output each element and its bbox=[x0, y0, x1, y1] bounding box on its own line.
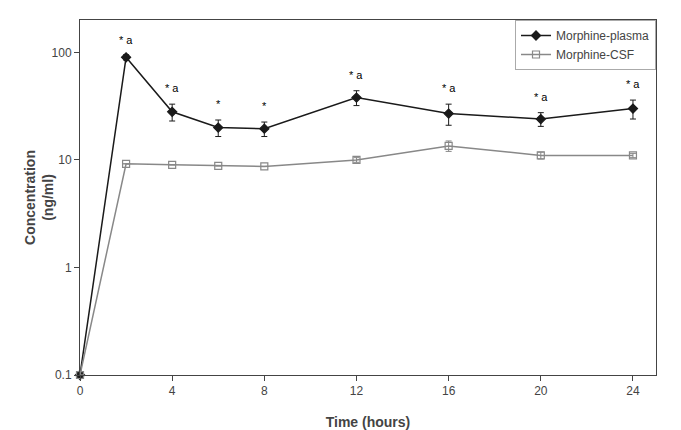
svg-text:0: 0 bbox=[77, 384, 84, 398]
svg-text:10: 10 bbox=[58, 153, 72, 167]
svg-text:* a: * a bbox=[349, 69, 363, 81]
svg-text:100: 100 bbox=[52, 46, 72, 60]
svg-text:4: 4 bbox=[169, 384, 176, 398]
svg-text:8: 8 bbox=[261, 384, 268, 398]
svg-text:* a: * a bbox=[442, 82, 456, 94]
svg-text:*: * bbox=[262, 100, 267, 112]
svg-text:Morphine-CSF: Morphine-CSF bbox=[556, 48, 634, 62]
svg-text:12: 12 bbox=[350, 384, 364, 398]
svg-text:24: 24 bbox=[626, 384, 640, 398]
svg-text:20: 20 bbox=[534, 384, 548, 398]
svg-text:0.1: 0.1 bbox=[55, 368, 72, 382]
svg-text:Time (hours): Time (hours) bbox=[326, 414, 411, 430]
svg-text:* a: * a bbox=[626, 78, 640, 90]
svg-text:* a: * a bbox=[119, 34, 133, 46]
svg-text:* a: * a bbox=[165, 82, 179, 94]
svg-text:*: * bbox=[216, 98, 221, 110]
svg-text:16: 16 bbox=[442, 384, 456, 398]
svg-text:Morphine-plasma: Morphine-plasma bbox=[556, 29, 649, 43]
svg-text:* a: * a bbox=[534, 91, 548, 103]
svg-text:Concentration(ng/ml): Concentration(ng/ml) bbox=[22, 150, 56, 245]
svg-text:1: 1 bbox=[65, 261, 72, 275]
